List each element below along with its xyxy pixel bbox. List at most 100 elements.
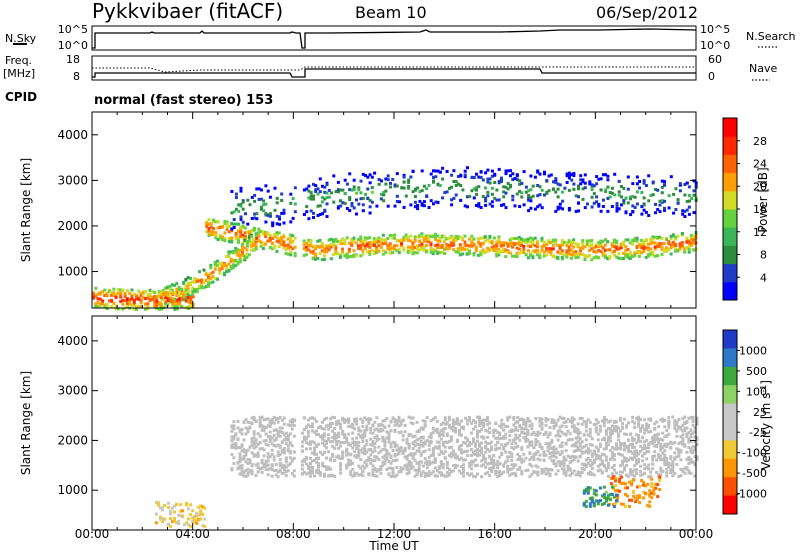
scatter-cell	[661, 470, 664, 473]
scatter-cell	[536, 473, 539, 476]
scatter-cell	[545, 179, 548, 182]
scatter-cell	[541, 446, 544, 449]
scatter-cell	[178, 286, 181, 289]
scatter-cell	[230, 240, 233, 243]
scatter-cell	[396, 466, 399, 469]
scatter-cell	[630, 483, 633, 486]
scatter-cell	[341, 250, 344, 253]
scatter-cell	[337, 455, 340, 458]
scatter-cell	[480, 475, 483, 478]
scatter-cell	[379, 472, 382, 475]
scatter-cell	[301, 468, 304, 471]
scatter-cell	[241, 432, 244, 435]
freq-panel: Freq. [MHz] 18 8 60 0 Nave	[3, 53, 777, 83]
scatter-cell	[459, 174, 462, 177]
scatter-cell	[344, 192, 347, 195]
scatter-cell	[279, 446, 282, 449]
scatter-cell	[361, 470, 364, 473]
scatter-cell	[565, 434, 568, 437]
scatter-cell	[246, 199, 249, 202]
scatter-cell	[614, 484, 617, 487]
power-ylabel: Slant Range [km]	[19, 158, 33, 262]
scatter-cell	[529, 188, 532, 191]
scatter-cell	[391, 178, 394, 181]
scatter-cell	[283, 451, 286, 454]
scatter-cell	[500, 177, 503, 180]
scatter-cell	[339, 205, 342, 208]
scatter-cell	[589, 450, 592, 453]
scatter-cell	[441, 167, 444, 170]
scatter-cell	[625, 426, 628, 429]
scatter-cell	[599, 428, 602, 431]
scatter-cell	[536, 450, 539, 453]
scatter-cell	[245, 418, 248, 421]
scatter-cell	[189, 298, 192, 301]
scatter-cell	[185, 504, 188, 507]
scatter-cell	[603, 424, 606, 427]
scatter-cell	[271, 463, 274, 466]
scatter-cell	[385, 449, 388, 452]
scatter-cell	[543, 470, 546, 473]
scatter-cell	[126, 289, 129, 292]
scatter-cell	[480, 176, 483, 179]
scatter-cell	[301, 445, 304, 448]
scatter-cell	[175, 282, 178, 285]
y-tick-label: 4000	[57, 128, 88, 142]
scatter-cell	[371, 201, 374, 204]
scatter-cell	[242, 201, 245, 204]
scatter-cell	[277, 475, 280, 478]
scatter-cell	[561, 191, 564, 194]
scatter-cell	[610, 482, 613, 485]
scatter-cell	[325, 417, 328, 420]
scatter-cell	[516, 193, 519, 196]
scatter-cell	[625, 433, 628, 436]
scatter-cell	[434, 461, 437, 464]
scatter-cell	[383, 444, 386, 447]
scatter-cell	[539, 443, 542, 446]
scatter-cell	[404, 424, 407, 427]
scatter-cell	[321, 421, 324, 424]
scatter-cell	[681, 433, 684, 436]
scatter-cell	[651, 467, 654, 470]
scatter-cell	[396, 474, 399, 477]
scatter-cell	[203, 269, 206, 272]
scatter-cell	[446, 170, 449, 173]
scatter-cell	[323, 258, 326, 261]
scatter-cell	[632, 479, 635, 482]
scatter-cell	[609, 196, 612, 199]
scatter-cell	[325, 446, 328, 449]
scatter-cell	[491, 205, 494, 208]
scatter-cell	[412, 417, 415, 420]
scatter-cell	[309, 475, 312, 478]
scatter-cell	[522, 453, 525, 456]
scatter-cell	[241, 464, 244, 467]
scatter-cell	[583, 433, 586, 436]
scatter-cell	[311, 422, 314, 425]
scatter-cell	[584, 258, 587, 261]
scatter-cell	[155, 513, 158, 516]
scatter-cell	[634, 206, 637, 209]
scatter-cell	[414, 201, 417, 204]
scatter-cell	[328, 196, 331, 199]
scatter-cell	[398, 200, 401, 203]
scatter-cell	[232, 424, 235, 427]
scatter-cell	[637, 458, 640, 461]
scatter-cell	[310, 191, 313, 194]
scatter-cell	[474, 421, 477, 424]
scatter-cell	[269, 212, 272, 215]
scatter-cell	[396, 459, 399, 462]
scatter-cell	[616, 202, 619, 205]
scatter-cell	[607, 475, 610, 478]
scatter-cell	[319, 252, 322, 255]
scatter-cell	[382, 199, 385, 202]
scatter-cell	[341, 454, 344, 457]
scatter-cell	[665, 475, 668, 478]
scatter-cell	[651, 463, 654, 466]
scatter-cell	[511, 195, 514, 198]
scatter-cell	[663, 242, 666, 245]
scatter-cell	[189, 513, 192, 516]
scatter-cell	[247, 449, 250, 452]
scatter-cell	[301, 449, 304, 452]
scatter-cell	[600, 177, 603, 180]
